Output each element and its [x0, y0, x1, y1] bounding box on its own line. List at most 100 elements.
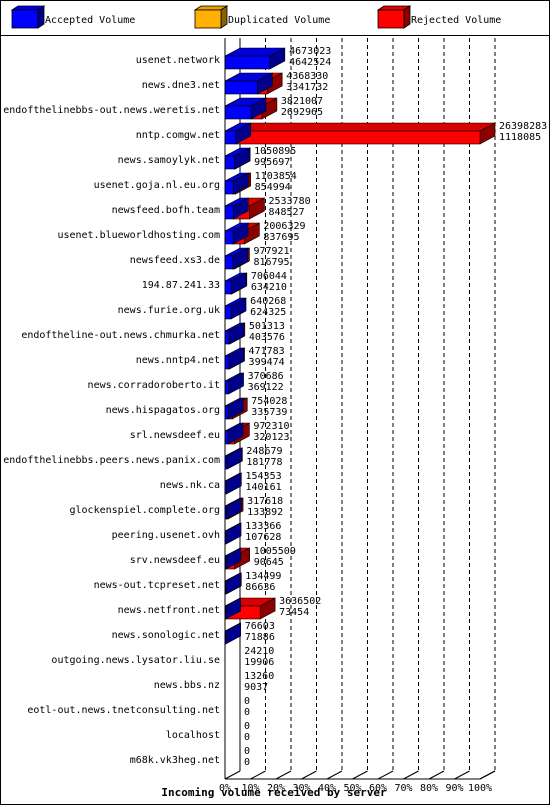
x-tick: [275, 770, 292, 780]
server-label: localhost: [166, 730, 220, 741]
total-value-label: 24210: [244, 646, 274, 657]
server-label: news.netfront.net: [118, 605, 220, 616]
server-label: endofthelinebbs-out.news.weretis.net: [3, 105, 220, 116]
total-value-label: 4368330: [286, 71, 328, 82]
bar-group: [224, 147, 251, 170]
bar-face: [224, 330, 230, 345]
legend-swatch: [11, 9, 39, 29]
total-value-label: 0: [244, 746, 250, 757]
legend-swatch: [194, 9, 222, 29]
legend-label: Duplicated Volume: [228, 15, 330, 26]
total-value-label: 0: [244, 721, 250, 732]
server-label: 194.87.241.33: [142, 280, 220, 291]
bar-group: [224, 472, 242, 495]
total-value-label: 1050895: [254, 146, 296, 157]
accepted-value-label: 403576: [249, 332, 285, 343]
accepted-value-label: 837695: [263, 232, 299, 243]
accepted-value-label: 3341732: [286, 82, 328, 93]
server-label: news.dne3.net: [142, 80, 220, 91]
x-tick-label: 20%: [267, 783, 285, 794]
server-label: news.sonologic.net: [112, 630, 220, 641]
bar-face: [224, 230, 234, 245]
x-tick-label: 100%: [468, 783, 492, 794]
total-value-label: 706044: [251, 271, 287, 282]
server-label: newsfeed.xs3.de: [130, 255, 220, 266]
accepted-value-label: 0: [244, 757, 250, 768]
server-label: news-out.tcpreset.net: [94, 580, 220, 591]
total-value-label: 317618: [247, 496, 283, 507]
x-tick-label: 70%: [394, 783, 412, 794]
total-value-label: 977921: [253, 246, 289, 257]
bar-group: [224, 497, 244, 520]
bar-face: [224, 55, 271, 70]
x-tick: [250, 770, 266, 780]
bar-group: [224, 222, 260, 245]
accepted-value-label: 624325: [250, 307, 286, 318]
total-value-label: 134499: [245, 571, 281, 582]
x-tick: [454, 770, 470, 780]
legend-swatch: [377, 9, 405, 29]
accepted-value-label: 133892: [247, 507, 283, 518]
bar-group: [224, 522, 242, 545]
accepted-value-label: 320123: [253, 432, 289, 443]
bar-group: [224, 122, 496, 145]
bar-face: [224, 355, 230, 370]
x-tick: [428, 770, 445, 780]
accepted-value-label: 848527: [268, 207, 304, 218]
accepted-value-label: 107628: [245, 532, 281, 543]
accepted-value-label: 995697: [254, 157, 290, 168]
total-value-label: 2533780: [268, 196, 310, 207]
x-tick: [352, 770, 368, 780]
server-label: eotl-out.news.tnetconsulting.net: [27, 705, 220, 716]
x-axis: 0% 10% 20% 30% 40% 50% 60% 70% 80% 90% 100%: [219, 38, 496, 794]
bar-group: [224, 322, 246, 345]
bar-group: [224, 372, 244, 395]
x-tick-label: 10%: [241, 783, 259, 794]
accepted-value-label: 399474: [249, 357, 285, 368]
total-value-label: 3821007: [281, 96, 323, 107]
bar-face: [224, 280, 232, 295]
bar-group: [224, 547, 251, 570]
x-tick-label: 50%: [343, 783, 361, 794]
server-label: news.samoylyk.net: [118, 155, 220, 166]
bar-group: [224, 572, 242, 595]
x-tick: [377, 770, 394, 780]
accepted-value-label: 86636: [245, 582, 275, 593]
bar-top: [235, 122, 496, 132]
server-label: news.nntp4.net: [136, 355, 220, 366]
x-tick: [224, 770, 241, 780]
server-label: usenet.network: [136, 55, 220, 66]
accepted-value-label: 73454: [279, 607, 309, 618]
bar-group: [224, 197, 265, 220]
total-value-label: 501313: [249, 321, 285, 332]
grid: [239, 38, 496, 771]
bar-group: [224, 247, 250, 270]
total-value-label: 154353: [245, 471, 281, 482]
total-value-label: 13260: [244, 671, 274, 682]
accepted-value-label: 1118085: [499, 132, 541, 143]
bar-face: [224, 80, 258, 95]
accepted-value-label: 634210: [251, 282, 287, 293]
bar-group: [224, 597, 276, 620]
accepted-value-label: 369122: [248, 382, 284, 393]
x-axis-title: Incoming volume received by server: [161, 786, 387, 799]
server-label: newsfeed.bofh.team: [112, 205, 220, 216]
bar-face: [235, 130, 481, 145]
total-value-label: 76603: [245, 621, 275, 632]
bar-face: [224, 305, 232, 320]
bar-face: [224, 155, 235, 170]
accepted-value-label: 0: [244, 732, 250, 743]
accepted-value-label: 2692965: [281, 107, 323, 118]
total-value-label: 3636502: [279, 596, 321, 607]
bar-face: [224, 205, 234, 220]
bar-group: [224, 397, 248, 420]
total-value-label: 640268: [250, 296, 286, 307]
x-tick: [301, 770, 317, 780]
x-tick-label: 30%: [292, 783, 310, 794]
total-value-label: 471783: [249, 346, 285, 357]
total-value-label: 1005509: [254, 546, 296, 557]
accepted-value-label: 9037: [244, 682, 268, 693]
bar-group: [224, 47, 286, 70]
server-label: glockenspiel.complete.org: [69, 505, 220, 516]
